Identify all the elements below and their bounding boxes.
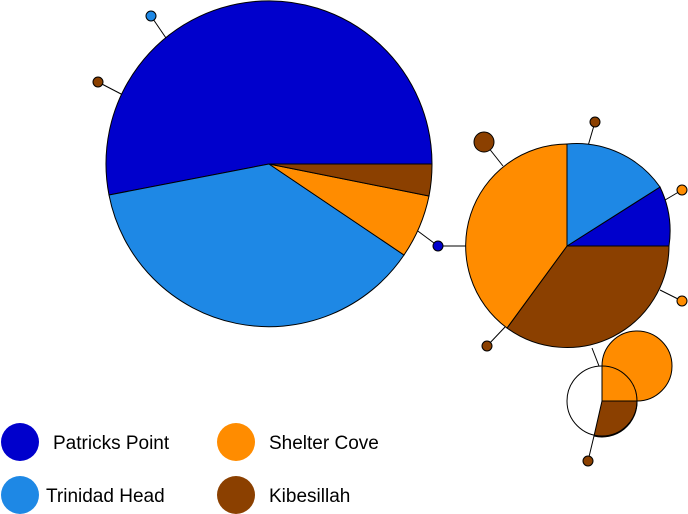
- pie-slice-patricks-point: [105, 0, 433, 196]
- legend-swatch: [1, 423, 39, 461]
- haplotype-node-kibesillah: [473, 131, 495, 153]
- haplotype-node-kibesillah: [582, 455, 594, 467]
- haplotype-node-kibesillah: [92, 76, 104, 88]
- legend-swatch: [217, 476, 255, 514]
- pie-slice-trinidad-head: [108, 163, 405, 328]
- haplotype-node-kibesillah: [481, 340, 493, 352]
- edge-medium-to-small: [591, 347, 600, 367]
- pie-slice-trinidad-head: [566, 143, 661, 247]
- pie-slice-shelter-cove: [601, 330, 673, 402]
- haplotype-node-kibesillah: [589, 116, 601, 128]
- haplotype-node-shelter-cove: [676, 295, 688, 307]
- legend-item-shelter-cove: Shelter Cove: [217, 423, 379, 461]
- legend-swatch: [217, 423, 255, 461]
- haplotype-medium-pie: [465, 143, 671, 348]
- legend-item-trinidad-head: Trinidad Head: [1, 476, 165, 514]
- legend-label: Shelter Cove: [269, 433, 379, 454]
- legend-item-kibesillah: Kibesillah: [217, 476, 350, 514]
- legend-item-patricks-point: Patricks Point: [1, 423, 170, 461]
- small-pie-outline: [566, 365, 638, 437]
- pie-slice-shelter-cove: [465, 143, 568, 329]
- small-haplotype-nodes: [92, 10, 688, 467]
- haplotype-large-pie: [105, 0, 433, 328]
- haplotype-small-pie: [566, 330, 673, 438]
- legend-label: Patricks Point: [53, 433, 170, 454]
- legend-label: Kibesillah: [269, 486, 350, 507]
- pie-slice-kibesillah: [268, 163, 433, 197]
- pie-slice-kibesillah: [593, 400, 638, 438]
- haplotype-node-patricks-point: [432, 240, 444, 252]
- legend: Patricks Point Trinidad Head Shelter Cov…: [1, 423, 379, 514]
- legend-swatch: [1, 476, 39, 514]
- haplotype-node-trinidad-head: [145, 10, 157, 22]
- pie-slice-kibesillah: [506, 245, 670, 348]
- legend-label: Trinidad Head: [46, 486, 165, 507]
- haplotype-node-shelter-cove: [676, 184, 688, 196]
